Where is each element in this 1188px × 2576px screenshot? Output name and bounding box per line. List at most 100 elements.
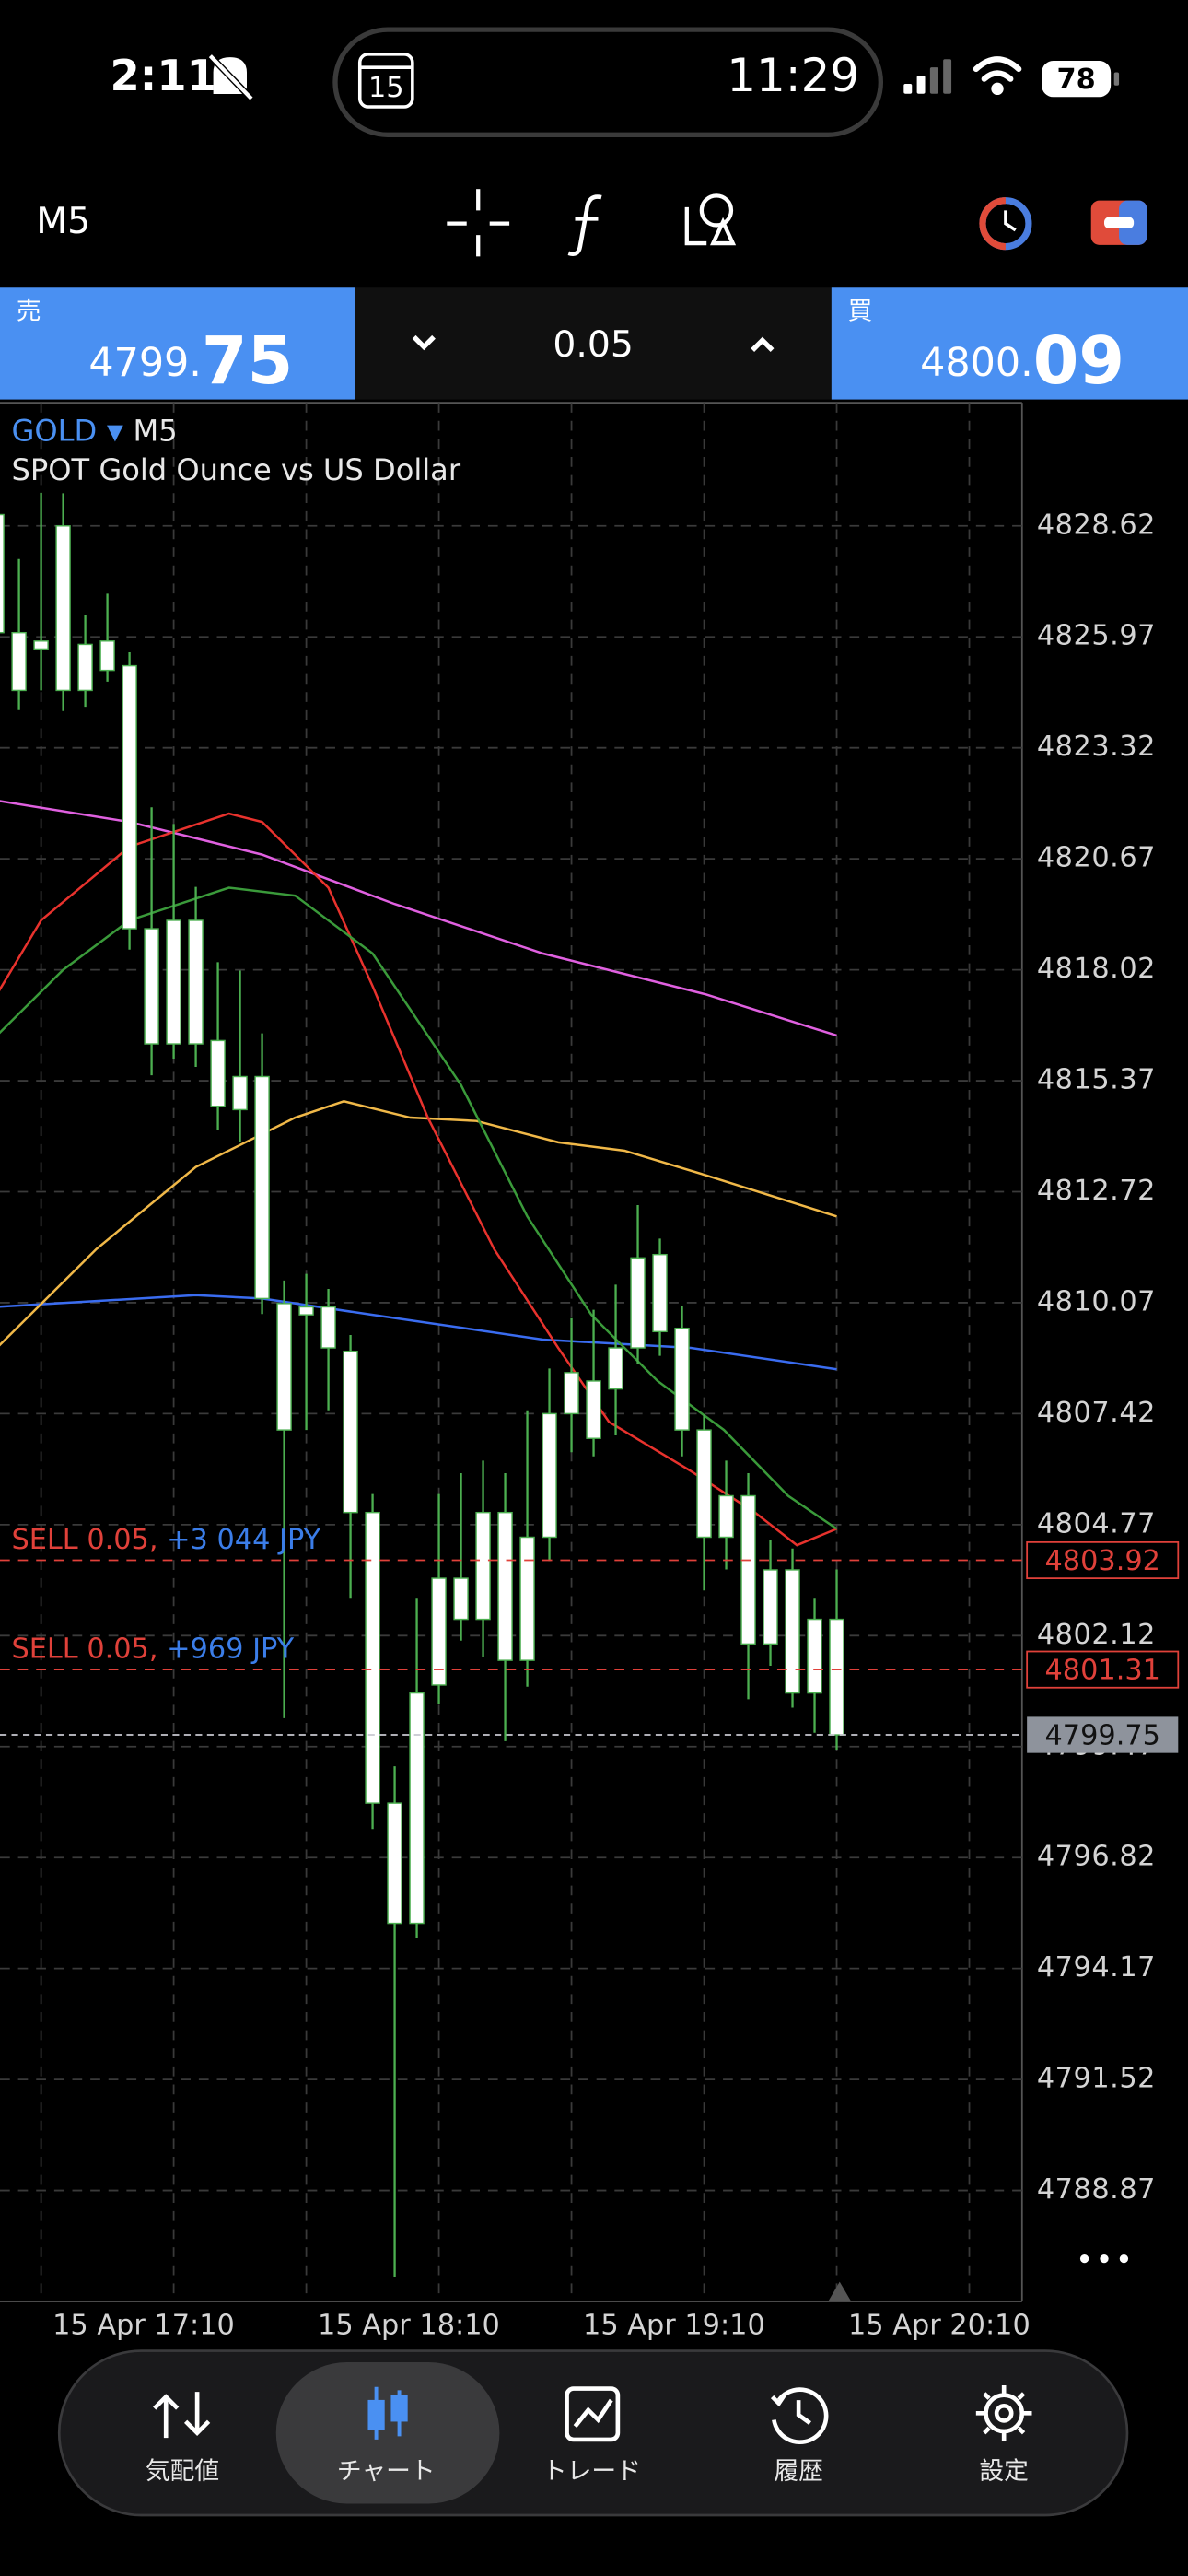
more-button[interactable] xyxy=(1079,2254,1129,2264)
candle-body xyxy=(99,640,115,672)
active-tab-highlight xyxy=(275,2362,500,2504)
y-tick-label: 4796.82 xyxy=(1037,1841,1156,1873)
y-tick-label: 4810.07 xyxy=(1037,1285,1156,1317)
chart: 4828.62 4825.97 4823.32 4820.67 4818.02 4815.… xyxy=(0,403,1180,2341)
candle-body xyxy=(475,1511,491,1621)
status-time: 2:11 xyxy=(111,51,216,100)
candle-body xyxy=(11,631,27,692)
candle-body xyxy=(652,1253,668,1333)
island-time: 11:29 xyxy=(727,49,859,102)
candle-body xyxy=(431,1577,447,1686)
tab-bar xyxy=(57,2349,1129,2517)
sell-price-pips: 75 xyxy=(202,322,293,399)
candle-body xyxy=(564,1372,579,1415)
tab-label[interactable]: 気配値 xyxy=(146,2457,219,2486)
x-tick-label: 15 Apr 19:10 xyxy=(583,2309,765,2341)
wifi-icon xyxy=(973,56,1022,96)
moving-average-line xyxy=(0,1100,837,1347)
candle-body xyxy=(608,1347,623,1390)
candle-body xyxy=(77,643,93,692)
symbol-dropdown-icon[interactable]: ▼ xyxy=(107,419,123,444)
x-tick-label: 15 Apr 20:10 xyxy=(848,2309,1031,2341)
candle-body xyxy=(0,513,5,634)
y-tick-label: 4807.42 xyxy=(1037,1397,1156,1429)
chart-timeframe: M5 xyxy=(134,413,178,448)
current-bar-marker xyxy=(828,2281,852,2302)
settings-icon xyxy=(975,2385,1032,2441)
candle-body xyxy=(188,919,204,1045)
order-profit: +969 JPY xyxy=(167,1633,295,1665)
chart-subtitle: SPOT Gold Ounce vs US Dollar xyxy=(11,452,460,487)
dynamic-island xyxy=(332,27,884,137)
lot-decrease[interactable] xyxy=(412,334,436,351)
battery-level: 78 xyxy=(1057,64,1096,96)
battery xyxy=(1042,61,1112,98)
battery-tip xyxy=(1113,72,1120,86)
chart-symbol[interactable]: GOLD xyxy=(11,413,97,448)
candle-body xyxy=(210,1039,226,1107)
history-icon xyxy=(770,2387,829,2445)
candle-body xyxy=(785,1569,800,1694)
candle-body xyxy=(276,1303,292,1431)
order-profit: +3 044 JPY xyxy=(167,1524,320,1556)
chart-overlay: GOLD ▼ M5 SPOT Gold Ounce vs US Dollar xyxy=(11,413,460,487)
objects-button[interactable] xyxy=(684,193,737,246)
trade-icon xyxy=(565,2386,621,2442)
signal-icon xyxy=(903,59,952,94)
buy-price-pips: 09 xyxy=(1033,322,1124,399)
calendar-date: 15 xyxy=(368,72,404,104)
candle-body xyxy=(144,928,159,1045)
y-tick-label: 4812.72 xyxy=(1037,1175,1156,1207)
chart-icon xyxy=(367,2386,408,2440)
candle-body xyxy=(829,1618,844,1736)
buy-button[interactable] xyxy=(831,287,1188,400)
y-tick-label: 4818.02 xyxy=(1037,953,1156,985)
candle-body xyxy=(409,1692,425,1925)
candle-body xyxy=(807,1618,822,1694)
y-tick-label: 4804.77 xyxy=(1037,1507,1156,1540)
candle-body xyxy=(232,1075,248,1111)
candle-body xyxy=(630,1257,646,1349)
buy-price-main: 4800. xyxy=(920,340,1033,386)
order-label: SELL 0.05, +969 JPY xyxy=(11,1633,294,1665)
order-price-label: 4803.92 xyxy=(1045,1545,1160,1577)
candle-body xyxy=(453,1577,469,1621)
order-label-text: SELL 0.05, xyxy=(11,1633,167,1665)
tab-label[interactable]: チャート xyxy=(337,2457,436,2486)
sell-button[interactable] xyxy=(0,287,355,400)
tab-label[interactable]: 設定 xyxy=(979,2457,1029,2486)
trade-button[interactable] xyxy=(1090,200,1147,245)
candle-body xyxy=(254,1075,270,1300)
candle-body xyxy=(542,1412,557,1539)
calendar-icon xyxy=(357,53,414,109)
lot-increase[interactable] xyxy=(751,336,775,352)
candle-body xyxy=(497,1511,513,1661)
indicators-button[interactable] xyxy=(567,194,602,256)
x-tick-label: 15 Apr 17:10 xyxy=(52,2309,235,2341)
y-tick-label: 4794.17 xyxy=(1037,1951,1156,1984)
order-price-box xyxy=(1026,1540,1180,1580)
candle-body xyxy=(763,1569,778,1645)
order-price-box xyxy=(1026,1650,1180,1689)
tab-label[interactable]: トレード xyxy=(542,2457,641,2486)
candle-body xyxy=(33,640,49,650)
y-tick-label: 4828.62 xyxy=(1037,509,1156,541)
buy-label: 買 xyxy=(848,298,873,326)
candle-body xyxy=(166,919,181,1045)
lot-panel xyxy=(355,287,832,400)
candle-body xyxy=(298,1306,314,1316)
oneclick-button[interactable] xyxy=(979,197,1032,251)
quotes-icon xyxy=(153,2392,211,2439)
lot-value[interactable]: 0.05 xyxy=(553,324,633,366)
order-label-text: SELL 0.05, xyxy=(11,1524,167,1556)
candle-body xyxy=(740,1494,756,1645)
candle-body xyxy=(365,1511,380,1804)
tab-label[interactable]: 履歴 xyxy=(774,2457,823,2486)
timeframe-button[interactable]: M5 xyxy=(36,201,90,242)
crosshair-button[interactable] xyxy=(447,189,510,257)
y-tick-label: 4788.87 xyxy=(1037,2173,1156,2206)
order-label: SELL 0.05, +3 044 JPY xyxy=(11,1524,320,1556)
buy-price: 4800.09 xyxy=(920,322,1124,399)
